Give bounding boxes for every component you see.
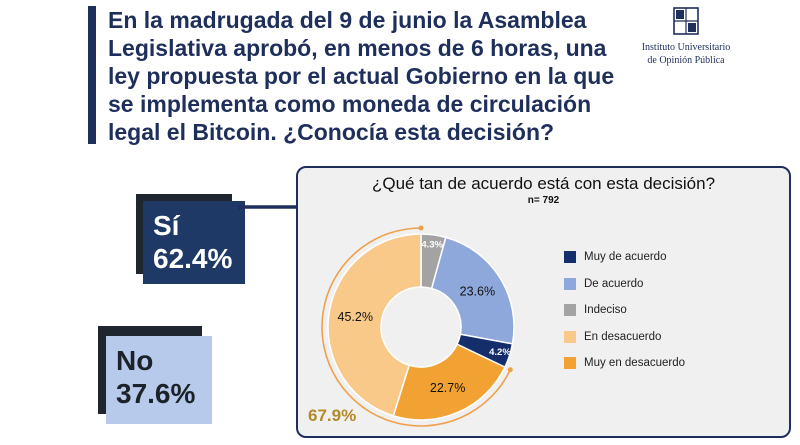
logo-line-2: de Opinión Pública bbox=[647, 55, 725, 66]
legend-label: Muy de acuerdo bbox=[584, 251, 667, 263]
legend-item-muy-de-acuerdo: Muy de acuerdo bbox=[564, 250, 685, 264]
survey-question: En la madrugada del 9 de junio la Asambl… bbox=[108, 7, 615, 145]
chart-title: ¿Qué tan de acuerdo está con esta decisi… bbox=[371, 174, 716, 193]
data-label-en-desacuerdo: 45.2% bbox=[338, 310, 373, 324]
legend-swatch bbox=[564, 277, 576, 290]
legend-label: De acuerdo bbox=[584, 277, 644, 290]
legend-item-indeciso: Indeciso bbox=[564, 303, 685, 317]
legend-swatch bbox=[564, 251, 576, 263]
institute-logo: Instituto Universitario de Opinión Públi… bbox=[636, 6, 736, 67]
legend-item-muy-en-desacuerdo: Muy en desacuerdo bbox=[564, 356, 685, 370]
legend-swatch bbox=[564, 357, 576, 369]
sample-size: n= 792 bbox=[527, 195, 560, 206]
accent-bar bbox=[88, 6, 96, 144]
chart-panel: ¿Qué tan de acuerdo está con esta decisi… bbox=[296, 166, 791, 438]
chart-legend: Muy de acuerdo De acuerdo Indeciso En desac… bbox=[564, 250, 685, 383]
yes-percentage: 62.4% bbox=[153, 243, 233, 274]
legend-label: Muy en desacuerdo bbox=[584, 357, 686, 369]
data-label-muy-en-desacuerdo: 22.7% bbox=[430, 381, 465, 395]
yes-card-face: Sí 62.4% bbox=[143, 201, 245, 284]
bracket-end-2 bbox=[418, 225, 424, 231]
logo-line-1: Instituto Universitario bbox=[641, 42, 731, 53]
yes-label: Sí bbox=[153, 210, 180, 241]
donut-chart: 4.3% 23.6% 4.2% 22.7% 45.2% bbox=[321, 225, 515, 427]
slice-en-desacuerdo bbox=[327, 233, 422, 417]
data-label-indeciso: 4.3% bbox=[421, 239, 443, 250]
no-percentage: 37.6% bbox=[116, 378, 196, 409]
bracket-end-1 bbox=[507, 367, 513, 373]
data-label-de-acuerdo: 23.6% bbox=[460, 285, 495, 299]
institute-crest-icon bbox=[673, 7, 699, 35]
legend-label: En desacuerdo bbox=[584, 330, 662, 343]
no-label: No bbox=[116, 345, 154, 376]
legend-label: Indeciso bbox=[584, 304, 627, 316]
disagree-total-label: 67.9% bbox=[308, 406, 357, 425]
legend-swatch bbox=[564, 304, 576, 316]
no-card-face: No 37.6% bbox=[106, 336, 212, 424]
legend-item-en-desacuerdo: En desacuerdo bbox=[564, 330, 685, 344]
data-label-muy-de-acuerdo: 4.2% bbox=[489, 347, 511, 358]
slice-muy-en-desacuerdo bbox=[392, 343, 506, 421]
legend-item-de-acuerdo: De acuerdo bbox=[564, 277, 685, 291]
slice-de-acuerdo bbox=[430, 236, 515, 345]
legend-swatch bbox=[564, 330, 576, 343]
disagree-bracket bbox=[321, 227, 512, 427]
